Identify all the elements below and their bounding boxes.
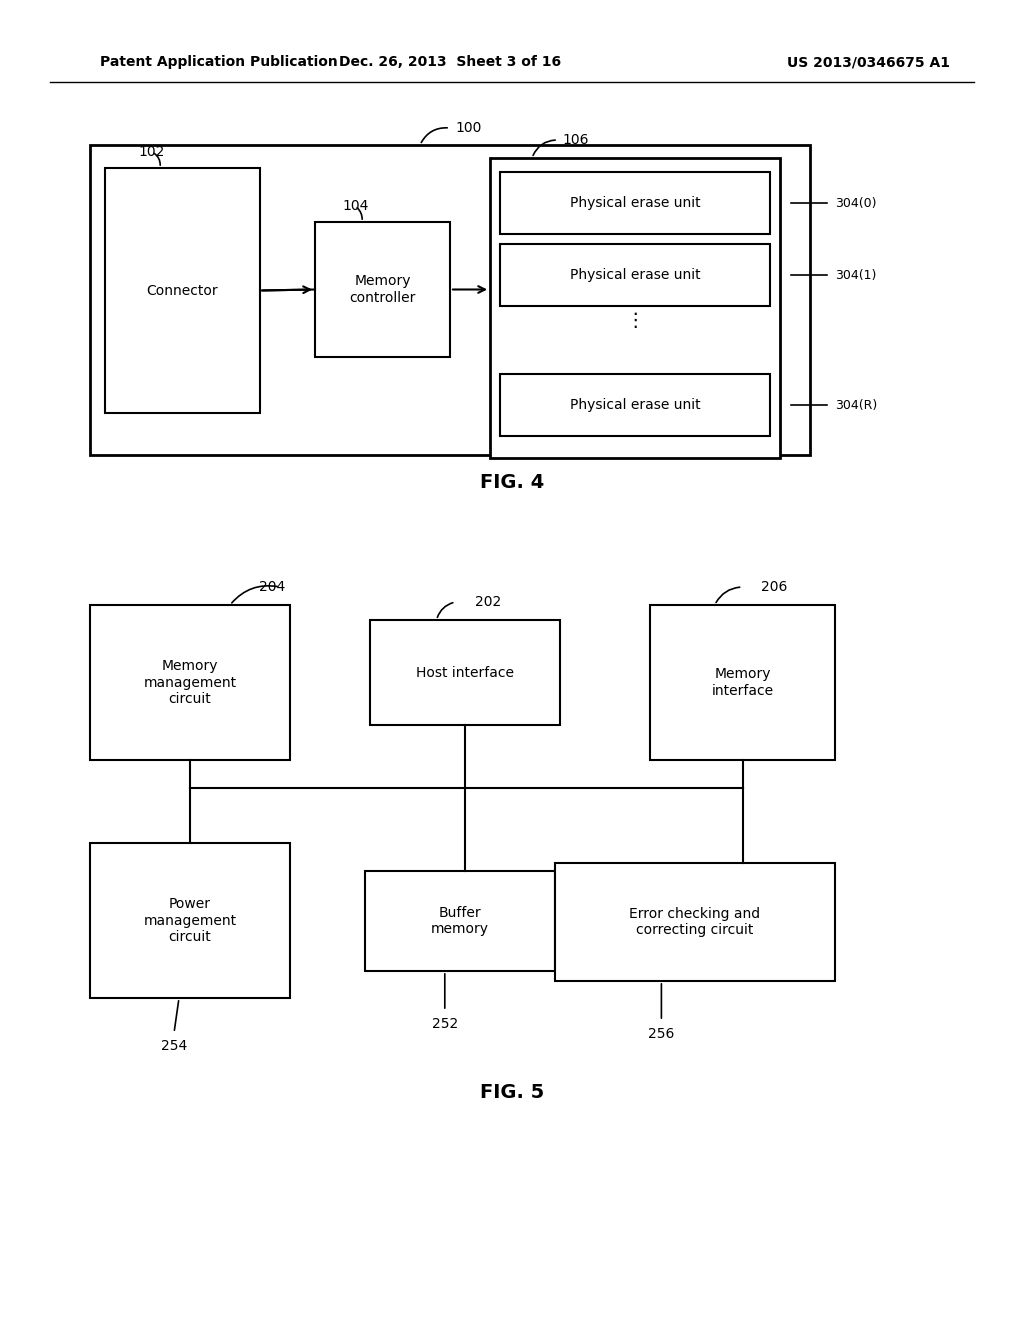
Text: FIG. 4: FIG. 4 [480, 473, 544, 491]
Text: 104: 104 [342, 199, 369, 213]
Bar [500, 244, 770, 306]
Bar [105, 168, 260, 413]
Bar [490, 158, 780, 458]
Bar [500, 374, 770, 436]
Bar [365, 871, 555, 972]
Bar [500, 172, 770, 234]
Text: 304(0): 304(0) [835, 197, 877, 210]
Text: Dec. 26, 2013  Sheet 3 of 16: Dec. 26, 2013 Sheet 3 of 16 [339, 55, 561, 69]
Text: Error checking and
correcting circuit: Error checking and correcting circuit [630, 907, 761, 937]
Text: US 2013/0346675 A1: US 2013/0346675 A1 [787, 55, 950, 69]
Text: Memory
controller: Memory controller [349, 275, 416, 305]
Bar [90, 145, 810, 455]
Text: 206: 206 [761, 579, 787, 594]
Text: FIG. 5: FIG. 5 [480, 1084, 544, 1102]
Text: Host interface: Host interface [416, 665, 514, 680]
Text: Memory
interface: Memory interface [712, 668, 773, 697]
Text: Memory
management
circuit: Memory management circuit [143, 659, 237, 706]
Bar [370, 620, 560, 725]
Text: 100: 100 [455, 121, 481, 135]
Text: Physical erase unit: Physical erase unit [569, 399, 700, 412]
Text: Patent Application Publication: Patent Application Publication [100, 55, 338, 69]
Text: Power
management
circuit: Power management circuit [143, 898, 237, 944]
Text: 252: 252 [432, 1016, 458, 1031]
Text: Physical erase unit: Physical erase unit [569, 268, 700, 282]
Bar [555, 863, 835, 981]
Bar [90, 843, 290, 998]
Bar [90, 605, 290, 760]
Text: 202: 202 [474, 595, 501, 609]
Text: Connector: Connector [146, 284, 218, 297]
Text: 254: 254 [161, 1039, 187, 1053]
Text: Physical erase unit: Physical erase unit [569, 195, 700, 210]
Text: 102: 102 [138, 145, 165, 158]
Text: 304(R): 304(R) [835, 399, 878, 412]
Text: ⋮: ⋮ [626, 310, 645, 330]
Text: 304(1): 304(1) [835, 268, 877, 281]
Bar [315, 222, 450, 356]
Bar [650, 605, 835, 760]
Text: Buffer
memory: Buffer memory [431, 906, 489, 936]
Text: 204: 204 [259, 579, 285, 594]
Text: 106: 106 [562, 133, 589, 147]
Text: 256: 256 [648, 1027, 675, 1041]
